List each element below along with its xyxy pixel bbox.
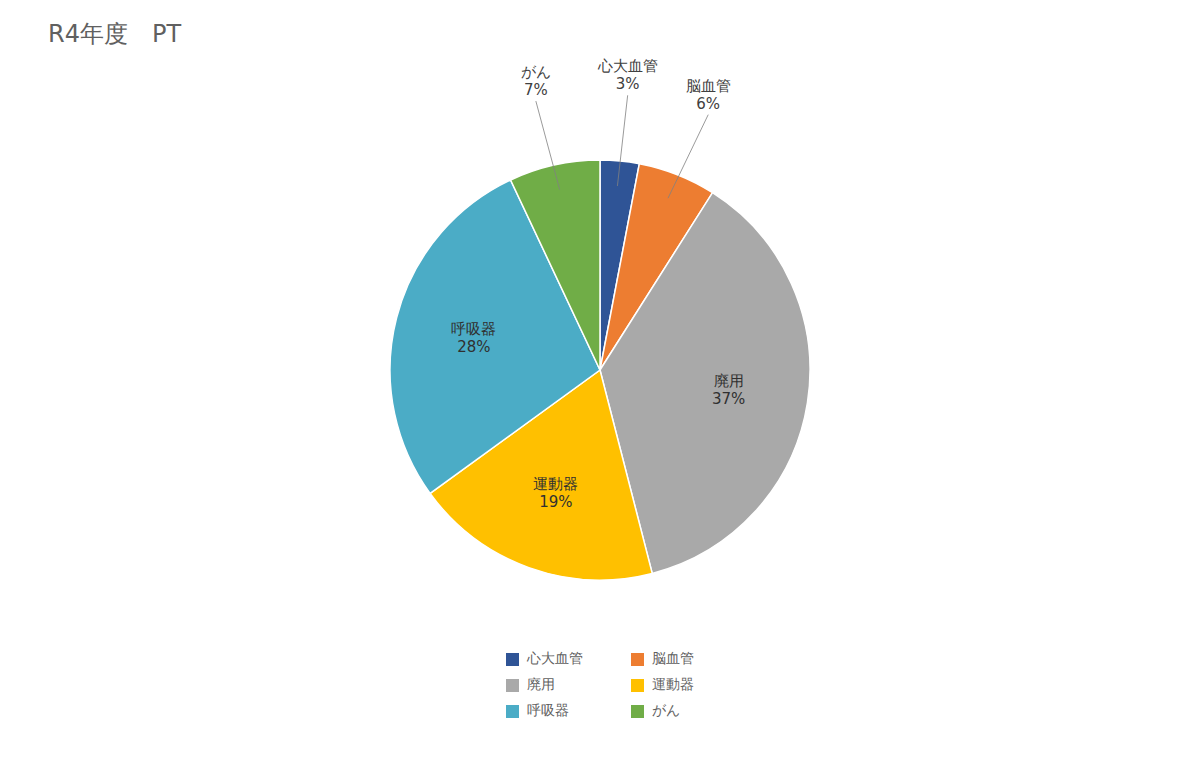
- svg-text:脳血管6%: 脳血管6%: [686, 77, 731, 113]
- svg-text:がん7%: がん7%: [521, 63, 551, 99]
- html-text:廃用: 廃用: [527, 676, 555, 692]
- html-text:R4年度 PT: R4年度 PT: [48, 20, 182, 48]
- svg-text:呼吸器28%: 呼吸器28%: [451, 320, 496, 356]
- svg-text:運動器19%: 運動器19%: [533, 475, 578, 511]
- svg-text:廃用37%: 廃用37%: [712, 372, 745, 408]
- html-text:心大血管: 心大血管: [527, 650, 583, 666]
- html-text:脳血管: 脳血管: [652, 650, 694, 666]
- svg-text:心大血管3%: 心大血管3%: [597, 57, 658, 93]
- html-text:呼吸器: 呼吸器: [527, 702, 569, 718]
- html-text:運動器: 運動器: [652, 676, 694, 692]
- html-text:がん: がん: [652, 702, 680, 718]
